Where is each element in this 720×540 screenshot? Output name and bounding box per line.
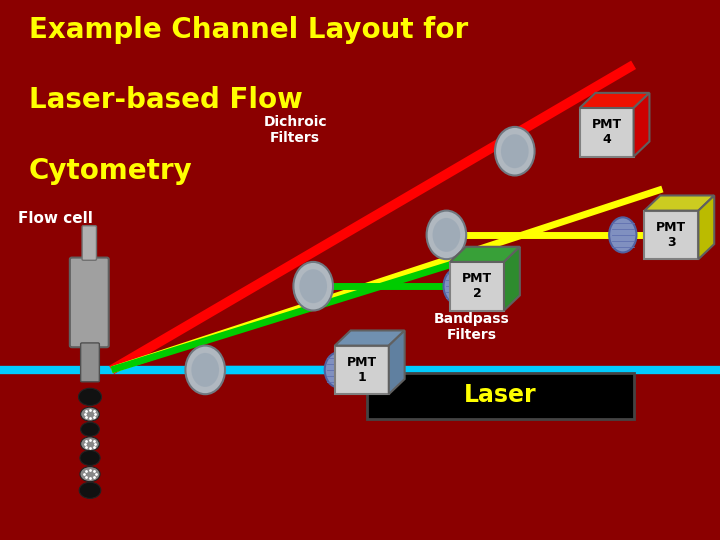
Circle shape bbox=[79, 482, 101, 498]
Text: Example Channel Layout for: Example Channel Layout for bbox=[29, 16, 468, 44]
Ellipse shape bbox=[185, 346, 225, 394]
Circle shape bbox=[81, 422, 99, 436]
Text: PMT
2: PMT 2 bbox=[462, 272, 492, 300]
Ellipse shape bbox=[501, 134, 528, 168]
Polygon shape bbox=[634, 93, 649, 157]
FancyBboxPatch shape bbox=[335, 346, 389, 394]
Ellipse shape bbox=[495, 127, 534, 176]
Ellipse shape bbox=[426, 211, 467, 259]
FancyBboxPatch shape bbox=[450, 262, 504, 310]
Polygon shape bbox=[644, 195, 714, 211]
Text: PMT
4: PMT 4 bbox=[592, 118, 621, 146]
Polygon shape bbox=[504, 247, 520, 310]
Circle shape bbox=[81, 407, 99, 421]
FancyBboxPatch shape bbox=[81, 343, 99, 382]
Polygon shape bbox=[389, 330, 405, 394]
Ellipse shape bbox=[609, 217, 636, 253]
Ellipse shape bbox=[325, 352, 352, 388]
Text: PMT
3: PMT 3 bbox=[657, 221, 686, 249]
Polygon shape bbox=[580, 93, 649, 108]
Circle shape bbox=[78, 388, 102, 406]
FancyBboxPatch shape bbox=[644, 211, 698, 259]
Text: Dichroic
Filters: Dichroic Filters bbox=[264, 114, 327, 145]
Ellipse shape bbox=[294, 262, 333, 310]
Text: Laser-based Flow: Laser-based Flow bbox=[29, 86, 302, 114]
Text: Flow cell: Flow cell bbox=[18, 211, 93, 226]
FancyBboxPatch shape bbox=[580, 108, 634, 157]
Ellipse shape bbox=[300, 269, 327, 303]
FancyBboxPatch shape bbox=[82, 226, 96, 260]
Ellipse shape bbox=[433, 218, 460, 252]
Circle shape bbox=[80, 467, 100, 482]
Circle shape bbox=[80, 450, 100, 465]
FancyBboxPatch shape bbox=[70, 258, 109, 347]
Text: Bandpass
Filters: Bandpass Filters bbox=[433, 312, 510, 342]
Circle shape bbox=[81, 437, 99, 451]
Polygon shape bbox=[335, 330, 405, 346]
FancyBboxPatch shape bbox=[367, 373, 634, 418]
Polygon shape bbox=[698, 195, 714, 259]
Polygon shape bbox=[450, 247, 520, 262]
Text: Laser: Laser bbox=[464, 383, 536, 407]
Text: Cytometry: Cytometry bbox=[29, 157, 192, 185]
Text: PMT
1: PMT 1 bbox=[347, 356, 377, 384]
Ellipse shape bbox=[192, 353, 219, 387]
Ellipse shape bbox=[444, 269, 471, 303]
